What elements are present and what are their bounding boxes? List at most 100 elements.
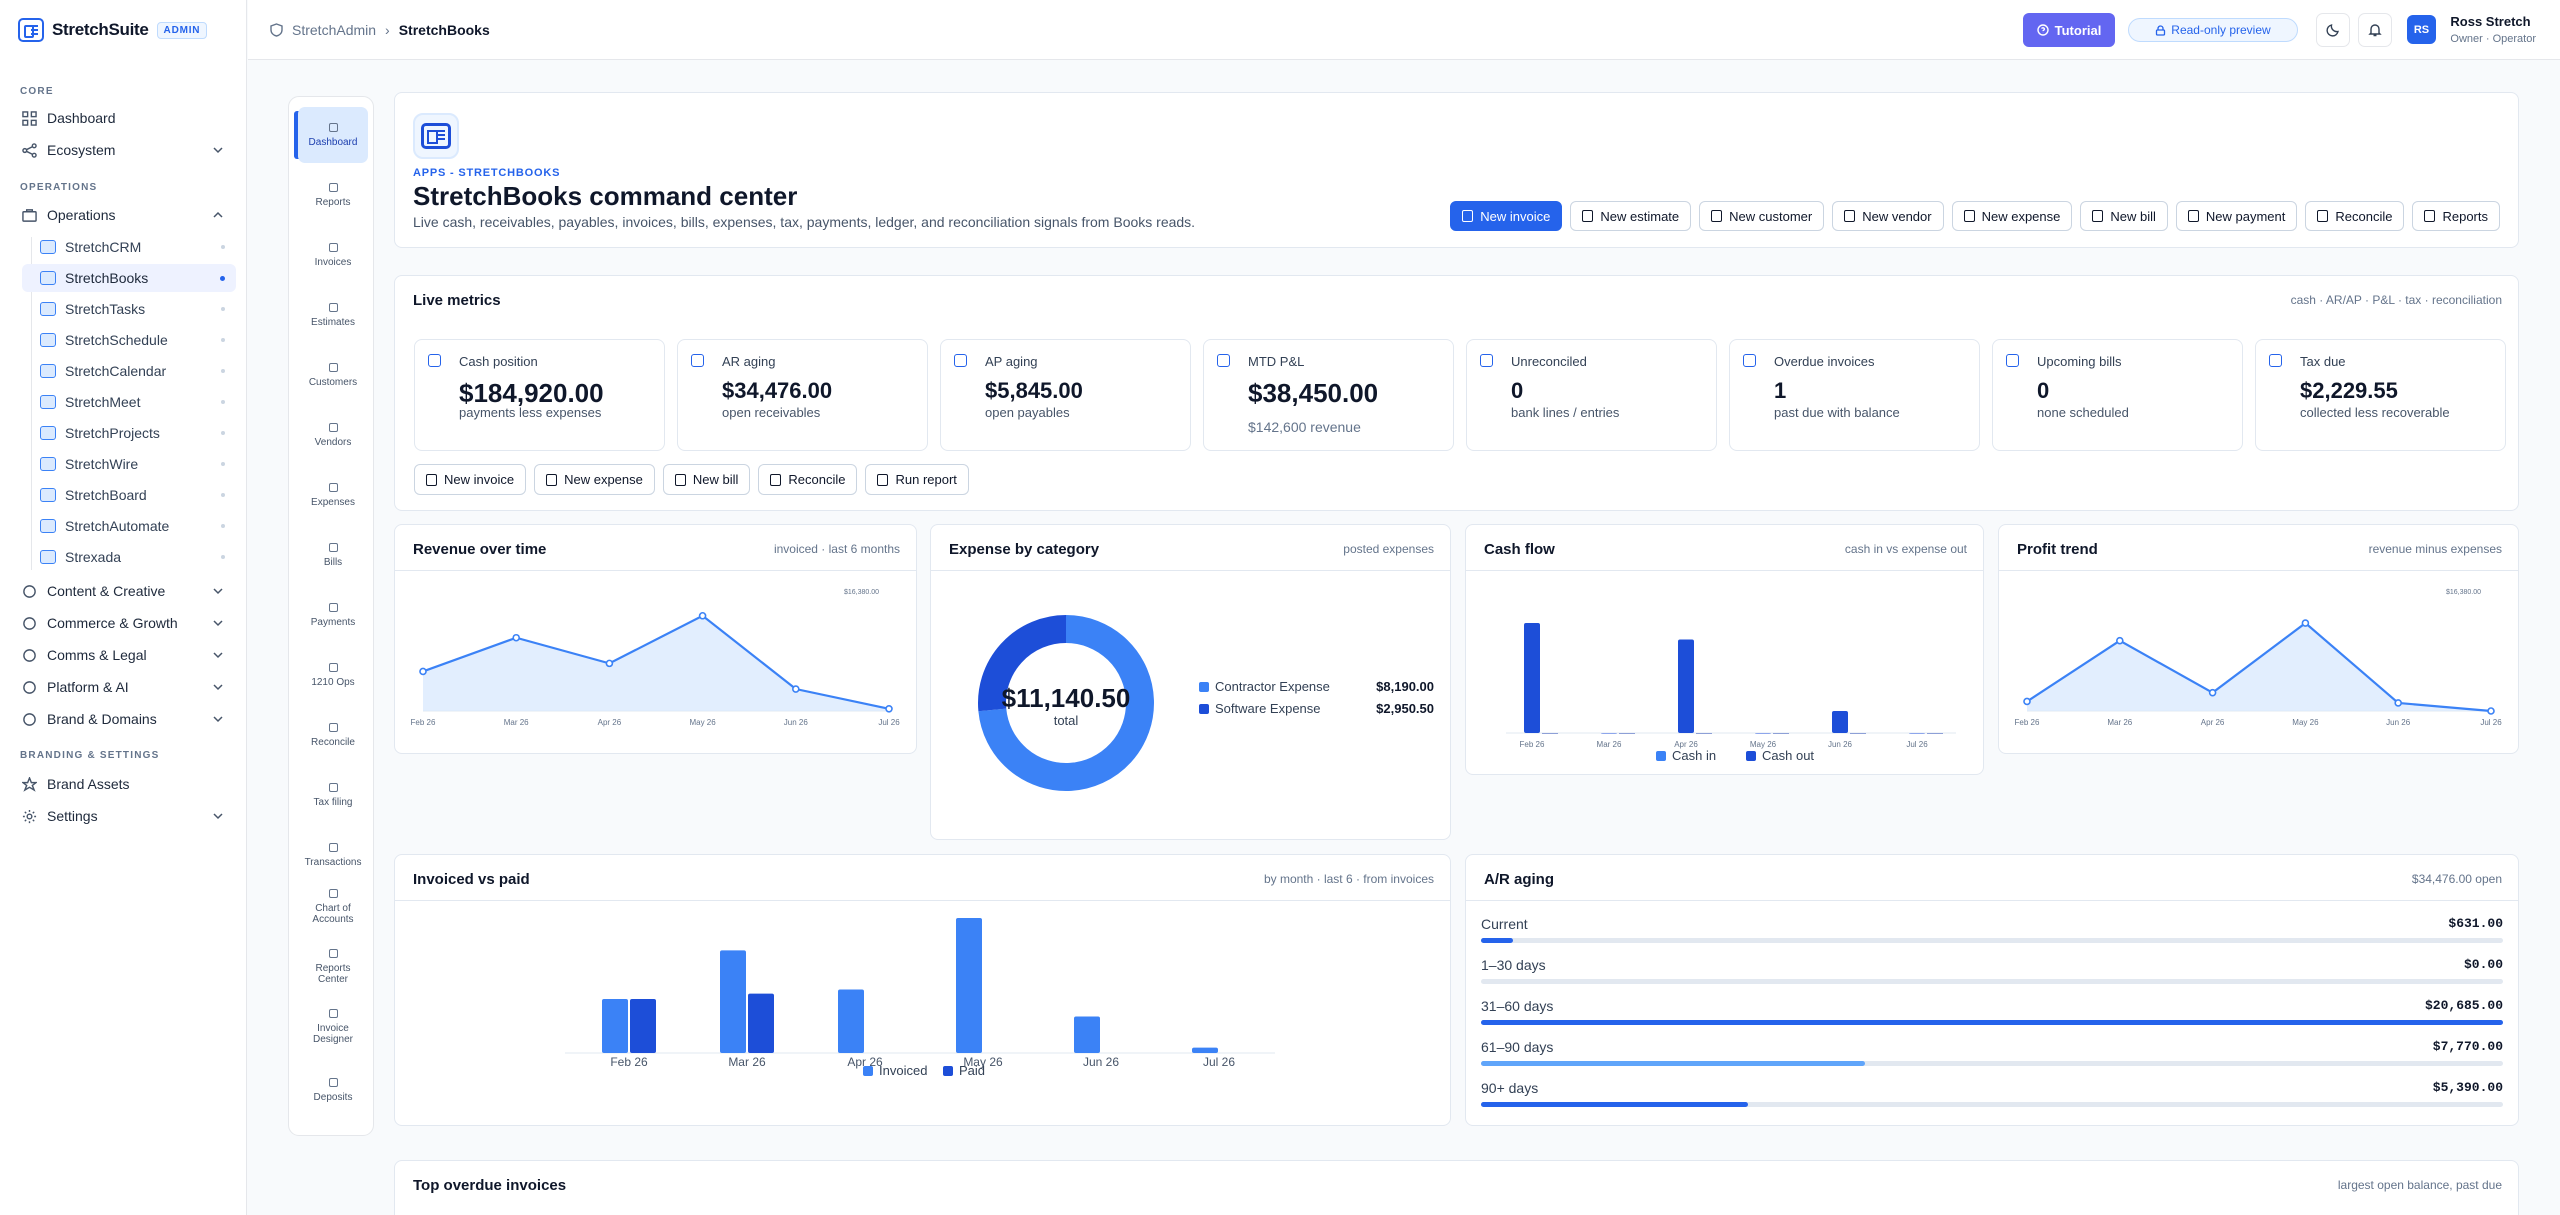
- new-vendor-button[interactable]: New vendor: [1832, 201, 1944, 231]
- rail-item-invoices[interactable]: Invoices: [298, 227, 368, 283]
- breadcrumb-root[interactable]: StretchAdmin: [292, 22, 377, 38]
- new-vendor-icon: [1844, 210, 1856, 222]
- quick-new-bill-button[interactable]: New bill: [662, 464, 751, 495]
- sidebar-item-stretchcalendar[interactable]: StretchCalendar: [22, 357, 236, 385]
- reconcile-button[interactable]: Reconcile: [2305, 201, 2405, 231]
- rail-item-bills[interactable]: Bills: [298, 527, 368, 583]
- sidebar-item-stretchprojects[interactable]: StretchProjects: [22, 419, 236, 447]
- tutorial-button[interactable]: Tutorial: [2023, 13, 2115, 47]
- quick-new-expense-button[interactable]: New expense: [534, 464, 655, 495]
- metric-unreconciled[interactable]: Unreconciled 0 bank lines / entries: [1466, 339, 1717, 451]
- metric-label: Unreconciled: [1511, 354, 1587, 369]
- rail-item-reports-center[interactable]: Reports Center: [298, 939, 368, 995]
- metric-tax-due[interactable]: Tax due $2,229.55 collected less recoverab…: [2255, 339, 2506, 451]
- sidebar-item-content-creative[interactable]: Content & Creative: [14, 577, 234, 605]
- profit-chart-card: Profit trend revenue minus expenses Feb 2…: [1998, 524, 2519, 754]
- sidebar-item-strexada[interactable]: Strexada: [22, 543, 236, 571]
- reports-button[interactable]: Reports: [2412, 201, 2500, 231]
- page-description: Live cash, receivables, payables, invoic…: [413, 214, 1196, 230]
- rail-item-estimates[interactable]: Estimates: [298, 287, 368, 343]
- new-payment-icon: [2187, 210, 2199, 222]
- new-expense-button[interactable]: New expense: [1951, 201, 2073, 231]
- aging-bucket-value: $7,770.00: [2432, 1039, 2503, 1054]
- notifications-button[interactable]: [2358, 13, 2392, 47]
- metric-upcoming-bills[interactable]: Upcoming bills 0 none scheduled: [1992, 339, 2243, 451]
- rail-item-dashboard[interactable]: Dashboard: [298, 107, 368, 163]
- preview-label: Read-only preview: [2171, 23, 2271, 37]
- sidebar-item-comms-legal[interactable]: Comms & Legal: [14, 641, 234, 669]
- app-icon: [40, 302, 56, 316]
- new-customer-button[interactable]: New customer: [1699, 201, 1825, 231]
- sidebar-item-commerce-growth[interactable]: Commerce & Growth: [14, 609, 234, 637]
- sidebar-item-stretchmeet[interactable]: StretchMeet: [22, 388, 236, 416]
- new-payment-button[interactable]: New payment: [2175, 201, 2298, 231]
- sidebar-item-settings[interactable]: Settings: [14, 802, 234, 830]
- rail-item-label: Tax filing: [313, 796, 353, 808]
- donut-slice: [978, 615, 1067, 712]
- sidebar-item-label: StretchSchedule: [65, 332, 168, 348]
- rail-item-1210-ops[interactable]: 1210 Ops: [298, 647, 368, 703]
- sidebar-item-stretchautomate[interactable]: StretchAutomate: [22, 512, 236, 540]
- sidebar-item-stretchwire[interactable]: StretchWire: [22, 450, 236, 478]
- palette-icon: [23, 584, 36, 598]
- new-bill-button[interactable]: New bill: [2080, 201, 2168, 231]
- ar-aging-meta: $34,476.00 open: [2411, 872, 2502, 886]
- ar-aging-title: A/R aging: [1484, 871, 1554, 888]
- expense-chart-title: Expense by category: [949, 541, 1100, 558]
- quick-new-invoice-button[interactable]: New invoice: [414, 464, 527, 495]
- sidebar-item-brand-domains[interactable]: Brand & Domains: [14, 705, 234, 733]
- rail-item-tax-filing[interactable]: Tax filing: [298, 767, 368, 823]
- sidebar-item-stretchbooks[interactable]: StretchBooks: [22, 264, 236, 292]
- vendors-icon: [328, 422, 338, 432]
- quick-run-report-button[interactable]: Run report: [865, 464, 969, 495]
- new-estimate-button[interactable]: New estimate: [1570, 201, 1692, 231]
- top-bar: StretchAdmin › StretchBooks Tutorial Rea…: [248, 0, 2560, 60]
- expense-chart-meta: posted expenses: [1343, 542, 1434, 556]
- user-menu[interactable]: Ross Stretch Owner · Operator: [2450, 14, 2536, 45]
- metric-ar-aging[interactable]: AR aging $34,476.00 open receivables: [677, 339, 928, 451]
- sidebar-item-stretchschedule[interactable]: StretchSchedule: [22, 326, 236, 354]
- metric-cash-position[interactable]: Cash position $184,920.00 payments less ex…: [414, 339, 665, 451]
- brand-logo[interactable]: StretchSuite ADMIN: [18, 18, 208, 42]
- rail-item-transactions[interactable]: Transactions: [298, 827, 368, 883]
- aging-bucket-label: 61–90 days: [1481, 1039, 1554, 1055]
- button-label: New invoice: [444, 472, 515, 487]
- rail-item-deposits[interactable]: Deposits: [298, 1062, 368, 1118]
- cash-out-bar: [1850, 733, 1866, 734]
- aging-bucket-label: 1–30 days: [1481, 957, 1546, 973]
- invoiced-bar: [838, 989, 864, 1053]
- sidebar-item-label: StretchTasks: [65, 301, 146, 317]
- sidebar-item-stretchboard[interactable]: StretchBoard: [22, 481, 236, 509]
- sidebar-item-platform-ai[interactable]: Platform & AI: [14, 673, 234, 701]
- sidebar-item-stretchtasks[interactable]: StretchTasks: [22, 295, 236, 323]
- revenue-area-chart: Feb 26 Mar 26 Apr 26 May 26 Jun 26 Jul 26 $16,…: [411, 589, 901, 727]
- sidebar-item-label: Content & Creative: [47, 583, 166, 599]
- button-label: New bill: [692, 472, 739, 487]
- theme-toggle-button[interactable]: [2316, 13, 2350, 47]
- rail-item-customers[interactable]: Customers: [298, 347, 368, 403]
- metric-mtd-p-l[interactable]: MTD P&L $38,450.00 $142,600 revenue: [1203, 339, 1454, 451]
- revenue-chart-meta: invoiced · last 6 months: [773, 542, 900, 556]
- aging-fill: [1481, 1020, 2503, 1025]
- sidebar-item-brand-assets[interactable]: Brand Assets: [14, 770, 234, 798]
- rail-item-vendors[interactable]: Vendors: [298, 407, 368, 463]
- sidebar-item-operations[interactable]: Operations: [14, 201, 234, 229]
- rail-item-reports[interactable]: Reports: [298, 167, 368, 223]
- rail-item-expenses[interactable]: Expenses: [298, 467, 368, 523]
- estimates-icon: [328, 302, 338, 312]
- button-label: New expense: [1981, 208, 2061, 224]
- rail-item-payments[interactable]: Payments: [298, 587, 368, 643]
- new-invoice-button[interactable]: New invoice: [1450, 201, 1563, 231]
- metric-overdue-invoices[interactable]: Overdue invoices 1 past due with balance: [1729, 339, 1980, 451]
- cashflow-chart-meta: cash in vs expense out: [1844, 542, 1967, 556]
- sidebar-item-stretchcrm[interactable]: StretchCRM: [22, 233, 236, 261]
- metric-ap-aging[interactable]: AP aging $5,845.00 open payables: [940, 339, 1191, 451]
- quick-reconcile-button[interactable]: Reconcile: [758, 464, 858, 495]
- cashflow-chart-title: Cash flow: [1484, 541, 1555, 558]
- rail-item-chart-of-accounts[interactable]: Chart of Accounts: [298, 879, 368, 935]
- sidebar-item-ecosystem[interactable]: Ecosystem: [14, 136, 234, 164]
- sidebar-item-dashboard[interactable]: Dashboard: [14, 104, 234, 132]
- rail-item-reconcile[interactable]: Reconcile: [298, 707, 368, 763]
- avatar[interactable]: RS: [2407, 15, 2436, 44]
- rail-item-invoice-designer[interactable]: Invoice Designer: [298, 999, 368, 1055]
